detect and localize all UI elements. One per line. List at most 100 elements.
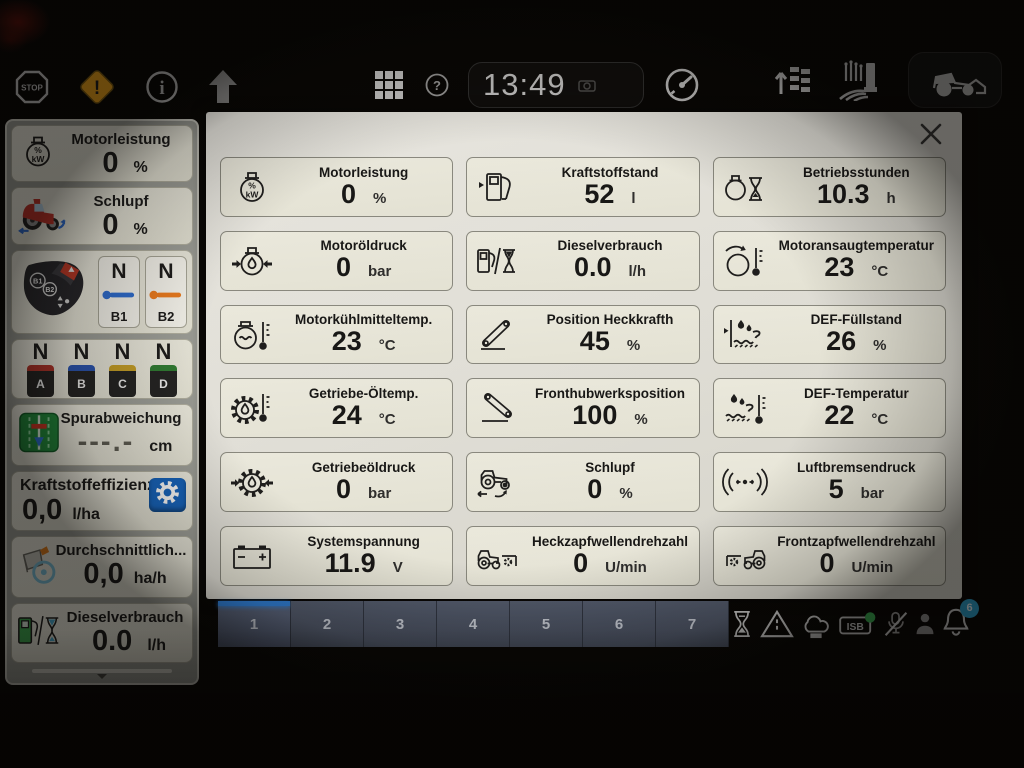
metric-tile[interactable]: DEF-Füllstand 26 % — [712, 304, 946, 365]
sidebar-widget-durchschnittlich[interactable]: Durchschnittlich... 0,0 ha/h — [11, 536, 193, 598]
sidebar-widget-spurabweichung[interactable]: Spurabweichung ---.- cm — [11, 404, 193, 466]
sidebar-widget-kraftstoffeffizienz[interactable]: Kraftstoffeffizienz 0,0 l/ha — [11, 471, 193, 531]
widget-value: ---.- — [77, 426, 135, 458]
svg-text:i: i — [159, 78, 164, 99]
svg-text:STOP: STOP — [21, 84, 43, 93]
help-icon[interactable]: ? — [424, 72, 450, 98]
metric-tile[interactable]: Getriebe-Öltemp. 24 °C — [220, 378, 454, 439]
widget-unit: % — [133, 221, 148, 238]
sidebar-widget-schlupf[interactable]: Schlupf 0 % — [11, 187, 193, 245]
metric-tile[interactable]: Kraftstoffstand 52 l — [466, 157, 700, 217]
widget-value: 0 — [102, 147, 119, 179]
metric-unit: °C — [378, 337, 396, 355]
page-tab-6[interactable]: 6 — [583, 601, 656, 647]
work-list-icon[interactable] — [772, 61, 812, 99]
intake-temp-icon — [718, 241, 772, 281]
time-pill[interactable]: 13:49 — [468, 62, 644, 108]
status-icons-list: ISB — [729, 608, 936, 640]
topbar-center-pre: ? — [372, 68, 450, 102]
hourglass-status-icon[interactable] — [729, 608, 755, 640]
def-level-icon — [718, 315, 772, 355]
metric-label: Betriebsstunden — [803, 164, 910, 180]
metrics-grid: % kW Motorleistung 0 % Kraftstoffstand 52… — [220, 157, 946, 586]
metric-unit: % — [619, 484, 633, 502]
operator-icon[interactable] — [914, 610, 936, 638]
widget-settings-button[interactable] — [149, 478, 186, 512]
scv-tab: B — [68, 365, 95, 397]
metric-tile[interactable]: Schlupf 0 % — [466, 452, 700, 513]
metric-value: 22 — [824, 400, 855, 431]
metric-tile[interactable]: Motoransaugtemperatur 23 °C — [712, 230, 946, 291]
metric-value: 23 — [824, 252, 855, 283]
metric-value: 24 — [331, 400, 362, 431]
topbar-left: STOP! i — [14, 66, 240, 108]
page-tab-1[interactable]: 1 — [218, 601, 291, 647]
metric-unit: % — [373, 189, 387, 207]
metric-tile[interactable]: % kW Motorleistung 0 % — [220, 157, 454, 217]
mic-muted-icon[interactable] — [883, 609, 909, 639]
metric-unit: °C — [871, 411, 889, 429]
camera-icon — [577, 78, 596, 92]
info-icon[interactable]: i — [144, 69, 180, 105]
metric-tile[interactable]: Fronthubwerksposition 100 % — [466, 378, 700, 439]
transmission-range-b1[interactable]: N B1 — [98, 256, 140, 328]
up-arrow-icon[interactable] — [206, 67, 240, 107]
gauge-icon[interactable] — [662, 65, 702, 105]
road-warning-icon[interactable] — [760, 609, 794, 639]
metric-tile[interactable]: Frontzapfwellendrehzahl 0 U/min — [712, 526, 946, 586]
metric-tile[interactable]: Dieselverbrauch 0.0 l/h — [466, 230, 700, 291]
metric-tile[interactable]: Motorkühlmitteltemp. 23 °C — [220, 304, 454, 365]
topbar-right — [772, 59, 882, 101]
metric-tile[interactable]: Position Heckkrafth 45 % — [466, 304, 700, 365]
engine-oil-pressure-icon — [225, 241, 279, 281]
diesel-consumption-icon — [471, 241, 525, 281]
transmission-range-b2[interactable]: N B2 — [145, 256, 187, 328]
close-icon[interactable] — [918, 121, 944, 152]
warning-icon[interactable]: ! — [76, 66, 118, 108]
machine-button[interactable] — [908, 52, 1002, 108]
isb-icon[interactable]: ISB — [838, 609, 878, 639]
apps-grid-icon[interactable] — [372, 68, 406, 102]
metric-tile[interactable]: Motoröldruck 0 bar — [220, 230, 454, 291]
sidebar-scroll-indicator[interactable] — [11, 668, 193, 679]
page-tab-3[interactable]: 3 — [364, 601, 437, 647]
metric-unit: U/min — [851, 558, 894, 576]
front-pto-icon — [718, 536, 772, 576]
metric-label: Schlupf — [585, 459, 635, 475]
scv-state: N — [32, 339, 49, 364]
sidebar-widget-dieselverbrauch[interactable]: Dieselverbrauch 0.0 l/h — [11, 603, 193, 663]
metric-unit: bar — [368, 263, 392, 281]
page-tab-4[interactable]: 4 — [437, 601, 510, 647]
metric-unit: V — [392, 558, 403, 576]
metrics-panel: % kW Motorleistung 0 % Kraftstoffstand 52… — [206, 112, 962, 599]
page-tab-7[interactable]: 7 — [656, 601, 729, 647]
metric-label: Luftbremsendruck — [797, 459, 916, 475]
page-tab-5[interactable]: 5 — [510, 601, 583, 647]
metric-tile[interactable]: Getriebeöldruck 0 bar — [220, 452, 454, 513]
widget-value: 0 — [102, 209, 119, 241]
metric-value: 11.9 — [324, 547, 376, 578]
metric-value: 0 — [340, 178, 356, 209]
sidebar-widget-transmission[interactable]: B1 B2 N B1 N B2 — [11, 250, 193, 334]
bell-button[interactable]: 6 — [941, 598, 979, 643]
widget-value: 0,0 — [83, 558, 124, 590]
remote-display-icon[interactable] — [799, 609, 833, 639]
scv-tab: C — [109, 365, 136, 397]
farm-icon[interactable] — [838, 59, 882, 101]
settings-gear-icon — [154, 479, 181, 511]
metric-tile[interactable]: Luftbremsendruck 5 bar — [712, 452, 946, 513]
stop-icon[interactable]: STOP — [14, 69, 50, 105]
metric-tile[interactable]: Betriebsstunden 10.3 h — [712, 157, 946, 217]
page-tab-2[interactable]: 2 — [291, 601, 364, 647]
metric-tile[interactable]: Heckzapfwellendrehzahl 0 U/min — [466, 526, 700, 586]
metric-label: Getriebeöldruck — [311, 459, 416, 475]
metric-tile[interactable]: DEF-Temperatur 22 °C — [712, 378, 946, 439]
sidebar-widget-motorleistung[interactable]: % kW Motorleistung 0 % — [11, 125, 193, 182]
metric-tile[interactable]: Systemspannung 11.9 V — [220, 526, 454, 586]
